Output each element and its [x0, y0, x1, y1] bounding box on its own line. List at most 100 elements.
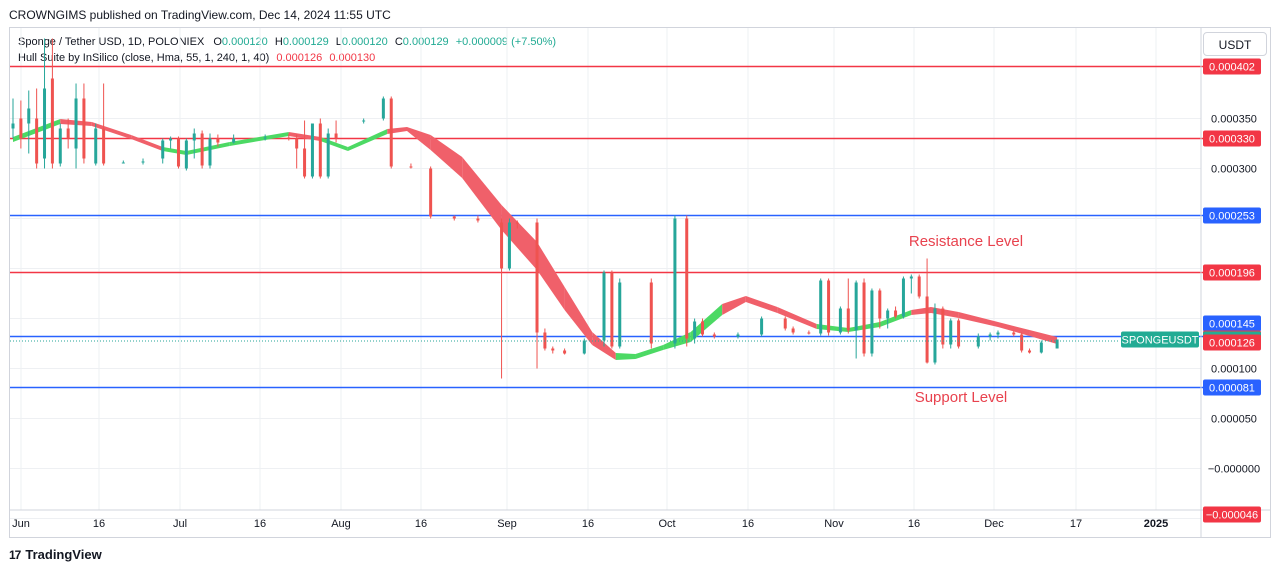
x-tick-label: 16	[415, 518, 427, 530]
candle-body	[429, 168, 433, 217]
price-label-text: 0.000402	[1209, 62, 1255, 74]
tradingview-logo-icon: 17	[9, 547, 21, 562]
hull-suite-band	[13, 119, 1058, 360]
hull-segment	[131, 135, 163, 151]
candle-body	[783, 318, 787, 329]
y-tick-label: −0.000000	[1208, 464, 1260, 476]
candle-body	[957, 320, 961, 347]
candle-body	[287, 137, 291, 139]
candle-body	[500, 222, 504, 269]
candle-body	[389, 98, 393, 167]
x-tick-label: 17	[1070, 518, 1082, 530]
hull-segment	[462, 157, 502, 230]
candle-body	[507, 222, 511, 269]
candle-body	[649, 282, 653, 344]
price-label-box	[1203, 264, 1261, 281]
indicator-title[interactable]: Hull Suite by InSilico (close, Hma, 55, …	[18, 52, 270, 64]
y-tick-label: 0.000050	[1211, 414, 1257, 426]
hull-segment	[615, 353, 636, 360]
x-tick-label: Jun	[12, 518, 30, 530]
x-tick-label: 2025	[1144, 518, 1168, 530]
candle-body	[43, 88, 47, 159]
candle-body	[976, 336, 980, 347]
candle-body	[673, 218, 677, 344]
candle-body	[862, 282, 866, 354]
symbol-title[interactable]: Sponge / Tether USD, 1D, POLONIEX	[18, 36, 205, 48]
price-label-text: 0.000081	[1209, 383, 1255, 395]
hull-segment	[958, 312, 998, 327]
candle-body	[263, 137, 267, 139]
candle-body	[515, 222, 519, 224]
candle-body	[184, 140, 188, 169]
candle-body	[208, 138, 212, 166]
x-tick-label: 16	[254, 518, 266, 530]
candle-body	[917, 276, 921, 297]
candle-body	[318, 123, 322, 177]
close-value: 0.000129	[402, 36, 449, 48]
indicator-value-1: 0.000126	[276, 52, 323, 64]
candle-body	[295, 138, 299, 149]
hull-segment	[186, 142, 230, 155]
x-tick-label: Jul	[173, 518, 187, 530]
published-caption: CROWNGIMS published on TradingView.com, …	[9, 8, 391, 22]
candle-body	[535, 222, 539, 333]
hull-segment	[407, 127, 431, 150]
candle-body	[102, 128, 106, 164]
price-label-text: 0.000196	[1209, 268, 1255, 280]
horizontal-levels	[10, 65, 1203, 389]
axes: Jun 16 Jul 16 Aug 16 Sep 16 Oct 16 Nov 16 Dec 17 2025 0…	[10, 28, 1270, 538]
candle-body	[701, 321, 704, 335]
x-tick-label: 16	[742, 518, 754, 530]
hull-segment	[635, 345, 664, 359]
candle-body	[82, 98, 86, 159]
candle-body	[602, 272, 606, 341]
price-label-text: 0.000330	[1209, 134, 1255, 146]
candle-body	[476, 218, 480, 221]
low-value: 0.000120	[341, 36, 388, 48]
candle-body	[409, 166, 413, 168]
candle-body	[1055, 339, 1059, 349]
candle-body	[161, 140, 165, 159]
candle-body	[886, 310, 890, 319]
y-tick-label: 0.000100	[1211, 364, 1257, 376]
candle-body	[1028, 350, 1032, 353]
price-label-box	[1203, 207, 1261, 224]
tradingview-brand[interactable]: 17 TradingView	[9, 547, 102, 562]
candle-body	[216, 138, 220, 143]
candle-body	[933, 308, 937, 363]
x-tick-label: 16	[908, 518, 920, 530]
candle-body	[996, 332, 1000, 335]
x-tick-label: 16	[93, 518, 105, 530]
x-tick-label: Aug	[331, 518, 351, 530]
hull-segment	[1029, 330, 1058, 344]
x-tick-label: Nov	[824, 518, 844, 530]
currency-button[interactable]: USDT	[1203, 32, 1267, 56]
candle-body	[807, 332, 811, 334]
open-value: 0.000120	[221, 36, 268, 48]
hull-segment	[347, 129, 388, 151]
candle-body	[712, 334, 716, 337]
candle-body	[791, 328, 795, 333]
hull-segment	[722, 296, 746, 315]
hull-segment	[501, 205, 538, 270]
y-tick-label: 0.000350	[1211, 114, 1257, 126]
candle-body	[846, 308, 850, 331]
candle-body	[66, 128, 70, 139]
hull-segment	[229, 132, 289, 146]
candle-body	[11, 123, 15, 129]
symbol-tag-text: SPONGEUSDT	[1121, 335, 1198, 347]
candle-body	[551, 348, 555, 351]
candle-body	[988, 334, 992, 337]
hull-segment	[564, 287, 593, 345]
candle-body	[582, 340, 586, 354]
support-annotation: Support Level	[915, 389, 1008, 406]
candle-body	[894, 310, 898, 317]
candle-body	[827, 280, 831, 333]
candle-body	[878, 290, 882, 319]
hull-segment	[777, 307, 817, 329]
candle-body	[232, 138, 236, 143]
price-label-box	[1203, 58, 1261, 75]
hull-segment	[162, 147, 187, 155]
high-value: 0.000129	[282, 36, 329, 48]
